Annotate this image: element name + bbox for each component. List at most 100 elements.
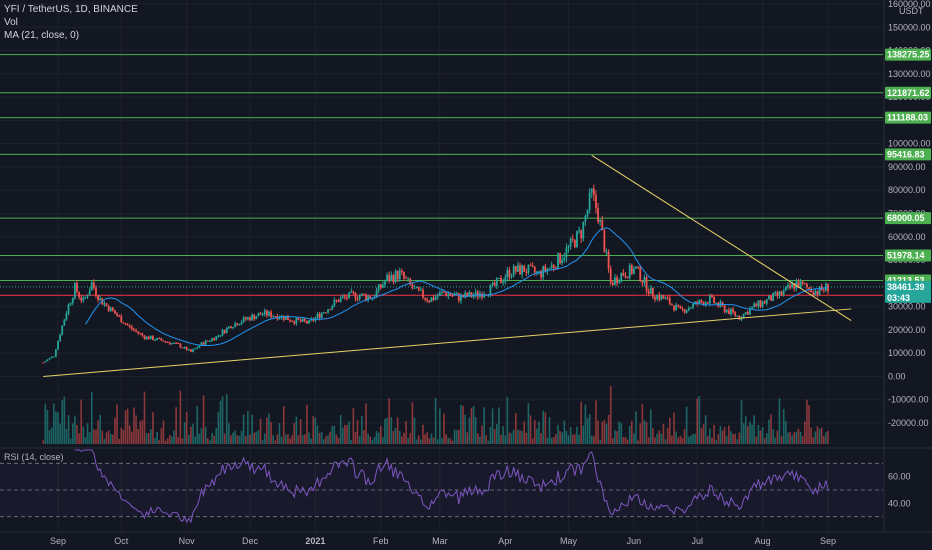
candle-body xyxy=(727,309,730,315)
volume-bar xyxy=(367,433,369,444)
volume-bar xyxy=(514,413,517,444)
volume-bar xyxy=(114,417,116,444)
volume-bar xyxy=(601,421,604,444)
candle-body xyxy=(236,323,239,326)
volume-bar xyxy=(584,404,587,444)
volume-bar xyxy=(236,435,239,444)
volume-bar xyxy=(375,431,378,444)
volume-bar xyxy=(344,424,346,444)
volume-bar xyxy=(810,427,812,444)
x-tick-label: Feb xyxy=(373,536,389,546)
volume-bar xyxy=(320,431,323,444)
candle-body xyxy=(204,340,207,345)
volume-bar xyxy=(137,428,139,444)
candle-body xyxy=(265,310,268,316)
candle-body xyxy=(308,320,310,324)
volume-bar xyxy=(569,427,572,444)
volume-bar xyxy=(498,407,500,444)
candle-body xyxy=(434,296,437,300)
volume-bar xyxy=(323,439,325,444)
y-tick-label: 20000.00 xyxy=(888,325,926,335)
candle-body xyxy=(818,286,821,295)
candle-body xyxy=(57,341,59,350)
volume-bar xyxy=(702,424,705,444)
candle-body xyxy=(213,338,216,341)
x-tick-label: Oct xyxy=(114,536,129,546)
volume-bar xyxy=(565,430,568,444)
candle-body xyxy=(322,312,325,314)
volume-bar xyxy=(470,407,473,444)
volume-bar xyxy=(304,434,306,444)
volume-bar xyxy=(582,425,585,444)
volume-bar xyxy=(282,406,285,444)
volume-bar xyxy=(392,430,395,444)
volume-bar xyxy=(441,438,443,444)
candle-body xyxy=(736,315,739,317)
volume-bar xyxy=(439,408,441,444)
volume-bar xyxy=(171,436,173,444)
candle-body xyxy=(411,284,414,289)
volume-bar xyxy=(649,409,652,444)
candle-body xyxy=(430,297,433,303)
candle-body xyxy=(426,299,429,301)
volume-bar xyxy=(120,427,123,444)
candle-body xyxy=(206,340,209,342)
candle-body xyxy=(84,296,87,299)
volume-bar xyxy=(274,440,277,444)
volume-bar xyxy=(787,432,789,444)
candle-body xyxy=(476,291,479,297)
volume-bar xyxy=(401,436,403,444)
time-axis[interactable]: Sep Oct Nov Dec 2021 Feb Mar Apr May Jun Jul Aug Sep xyxy=(0,531,932,546)
volume-bar xyxy=(59,423,61,444)
candle-body xyxy=(639,266,642,282)
candle-body xyxy=(200,342,203,346)
volume-bar xyxy=(228,423,230,444)
y-tick-label: 130000.00 xyxy=(888,69,931,79)
candle-body xyxy=(331,306,334,310)
candle-body xyxy=(607,251,610,269)
candle-body xyxy=(654,296,656,300)
volume-bar xyxy=(285,434,287,444)
volume-bar xyxy=(812,437,815,444)
volume-bar xyxy=(685,406,688,444)
volume-bar xyxy=(173,430,175,444)
volume-bar xyxy=(603,420,606,444)
volume-bar xyxy=(510,433,513,444)
volume-bar xyxy=(379,426,382,444)
candle-body xyxy=(261,314,264,316)
candle-body xyxy=(455,293,458,295)
volume-bar xyxy=(436,439,439,444)
candle-body xyxy=(611,282,614,286)
candle-body xyxy=(816,290,819,295)
candle-body xyxy=(379,284,382,288)
candle-body xyxy=(44,361,47,363)
candle-body xyxy=(287,316,289,321)
candle-body xyxy=(59,335,62,342)
volume-bar xyxy=(217,412,220,444)
candle-body xyxy=(641,281,644,283)
x-tick-label: 2021 xyxy=(305,536,325,546)
candle-body xyxy=(531,265,534,267)
candle-body xyxy=(597,208,599,222)
candle-body xyxy=(493,282,496,286)
candle-body xyxy=(483,294,486,298)
candle-body xyxy=(221,330,224,336)
volume-bar xyxy=(116,404,118,444)
candle-body xyxy=(310,319,313,321)
volume-bar xyxy=(403,432,405,444)
volume-bar xyxy=(202,395,205,444)
volume-bar xyxy=(308,432,310,444)
candle-body xyxy=(202,342,205,345)
candle-body xyxy=(793,283,796,289)
volume-bar xyxy=(827,430,829,444)
volume-bar xyxy=(561,432,563,444)
candle-body xyxy=(544,266,547,272)
candle-body xyxy=(223,330,226,333)
volume-bar xyxy=(571,434,574,444)
volume-bar xyxy=(80,399,83,444)
candle-body xyxy=(765,299,768,304)
candle-body xyxy=(706,302,709,304)
volume-bar xyxy=(485,435,488,444)
candle-body xyxy=(502,281,505,283)
